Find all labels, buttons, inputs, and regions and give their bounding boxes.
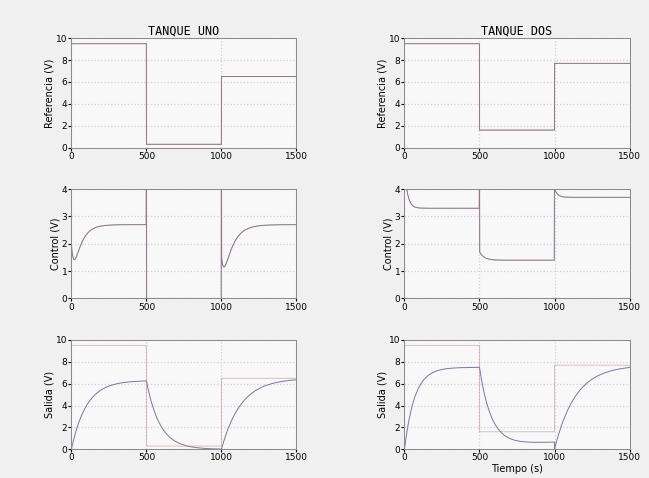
Title: TANQUE UNO: TANQUE UNO (148, 24, 219, 37)
Y-axis label: Control (V): Control (V) (50, 217, 60, 270)
Y-axis label: Referencia (V): Referencia (V) (378, 58, 387, 128)
X-axis label: Tiempo (s): Tiempo (s) (491, 464, 543, 474)
Y-axis label: Control (V): Control (V) (383, 217, 393, 270)
Y-axis label: Referencia (V): Referencia (V) (44, 58, 55, 128)
Title: TANQUE DOS: TANQUE DOS (482, 24, 553, 37)
Y-axis label: Salida (V): Salida (V) (44, 371, 55, 418)
Y-axis label: Salida (V): Salida (V) (378, 371, 387, 418)
